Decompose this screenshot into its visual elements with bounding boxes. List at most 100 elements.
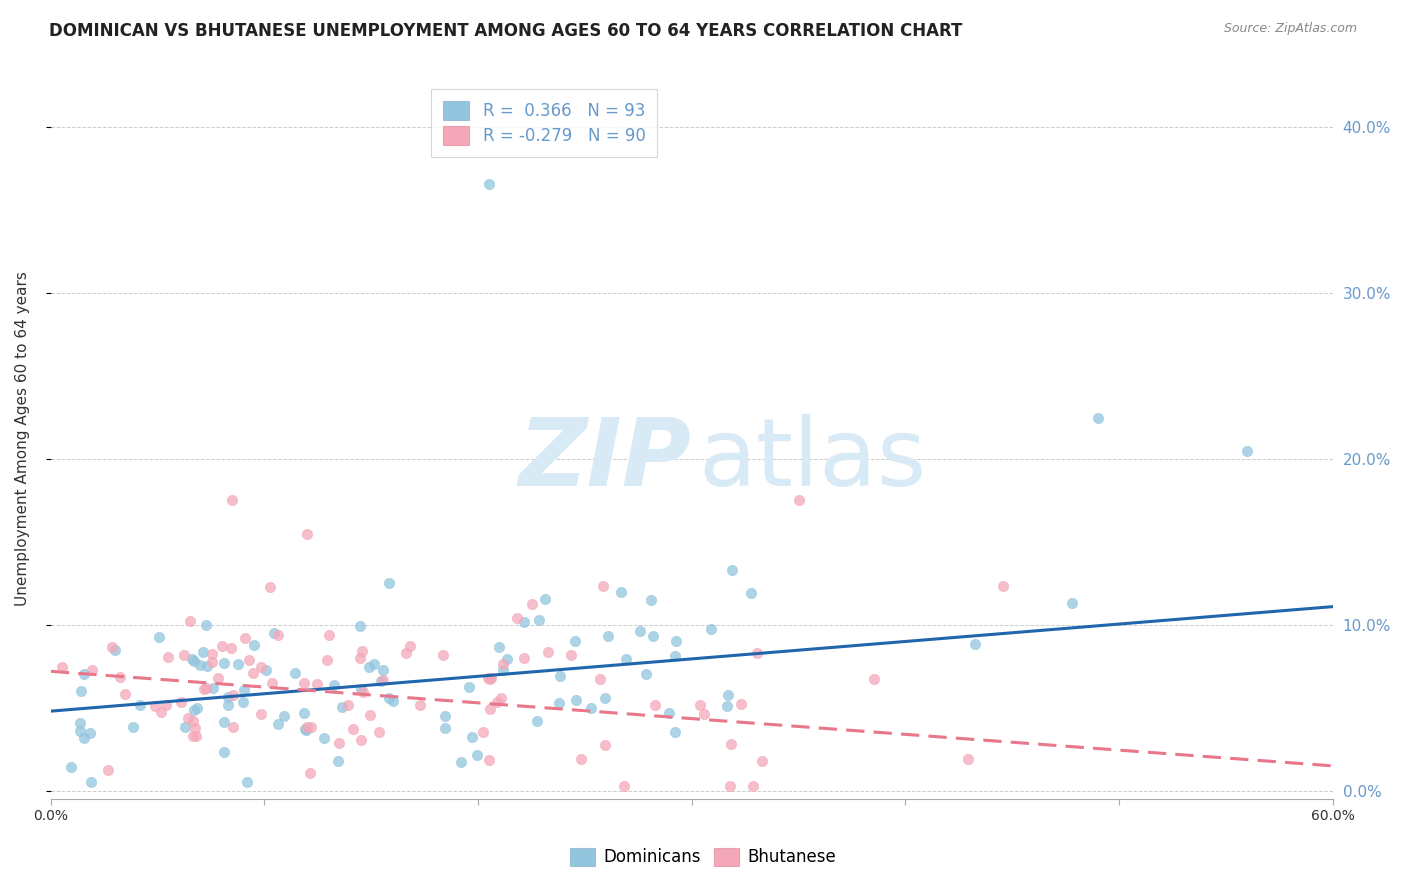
Point bbox=[179, 614, 201, 628]
Point bbox=[82, 664, 104, 678]
Point bbox=[284, 666, 307, 681]
Point bbox=[349, 651, 371, 665]
Point bbox=[492, 663, 515, 677]
Point bbox=[751, 754, 773, 768]
Point bbox=[363, 657, 385, 671]
Legend: R =  0.366   N = 93, R = -0.279   N = 90: R = 0.366 N = 93, R = -0.279 N = 90 bbox=[430, 89, 657, 157]
Point bbox=[485, 694, 508, 708]
Point bbox=[479, 671, 502, 685]
Point bbox=[614, 651, 637, 665]
Point bbox=[79, 726, 101, 740]
Point bbox=[233, 631, 256, 645]
Point bbox=[148, 630, 170, 644]
Point bbox=[183, 714, 205, 728]
Legend: Dominicans, Bhutanese: Dominicans, Bhutanese bbox=[564, 841, 842, 873]
Point bbox=[184, 721, 207, 735]
Point bbox=[596, 630, 619, 644]
Point bbox=[292, 706, 315, 720]
Point bbox=[740, 586, 762, 600]
Point bbox=[352, 685, 374, 699]
Point bbox=[534, 591, 557, 606]
Point bbox=[249, 707, 271, 722]
Point bbox=[217, 698, 239, 712]
Point bbox=[217, 690, 239, 704]
Point bbox=[294, 722, 316, 736]
Point bbox=[488, 640, 510, 654]
Point bbox=[664, 725, 686, 739]
Point bbox=[73, 731, 96, 746]
Point bbox=[342, 722, 364, 736]
Point bbox=[664, 648, 686, 663]
Point bbox=[101, 640, 124, 655]
Point bbox=[513, 651, 536, 665]
Text: Source: ZipAtlas.com: Source: ZipAtlas.com bbox=[1223, 22, 1357, 36]
Point bbox=[693, 706, 716, 721]
Point bbox=[242, 665, 264, 680]
Point bbox=[477, 672, 499, 686]
Point bbox=[593, 690, 616, 705]
Text: DOMINICAN VS BHUTANESE UNEMPLOYMENT AMONG AGES 60 TO 64 YEARS CORRELATION CHART: DOMINICAN VS BHUTANESE UNEMPLOYMENT AMON… bbox=[49, 22, 963, 40]
Point bbox=[173, 648, 195, 662]
Point bbox=[170, 695, 193, 709]
Y-axis label: Unemployment Among Ages 60 to 64 years: Unemployment Among Ages 60 to 64 years bbox=[15, 271, 30, 606]
Point bbox=[434, 721, 457, 735]
Point bbox=[243, 638, 266, 652]
Point bbox=[201, 655, 224, 669]
Point bbox=[122, 720, 145, 734]
Point bbox=[312, 731, 335, 746]
Point bbox=[307, 676, 329, 690]
Point bbox=[145, 699, 167, 714]
Point bbox=[295, 723, 318, 738]
Point bbox=[330, 700, 353, 714]
Point bbox=[382, 694, 405, 708]
Point bbox=[478, 702, 501, 716]
Point bbox=[263, 625, 285, 640]
Point bbox=[747, 646, 769, 660]
Point bbox=[150, 705, 173, 719]
Point bbox=[433, 709, 456, 723]
Point bbox=[526, 714, 548, 728]
Point bbox=[326, 754, 349, 768]
Point bbox=[297, 526, 319, 541]
Point bbox=[108, 669, 131, 683]
Point bbox=[1087, 410, 1109, 425]
Point bbox=[472, 724, 495, 739]
Point bbox=[201, 647, 224, 661]
Point bbox=[219, 640, 242, 655]
Point bbox=[965, 637, 987, 651]
Point bbox=[613, 779, 636, 793]
Point bbox=[114, 687, 136, 701]
Point bbox=[373, 663, 395, 677]
Point bbox=[97, 763, 120, 777]
Point bbox=[156, 650, 179, 665]
Point bbox=[211, 640, 233, 654]
Point bbox=[318, 627, 340, 641]
Point bbox=[564, 633, 586, 648]
Point bbox=[461, 731, 484, 745]
Point bbox=[181, 729, 204, 743]
Point bbox=[491, 657, 513, 672]
Point bbox=[863, 672, 886, 686]
Point bbox=[478, 673, 501, 687]
Point bbox=[579, 701, 602, 715]
Point bbox=[73, 667, 96, 681]
Point bbox=[69, 684, 91, 698]
Point bbox=[155, 698, 177, 712]
Point bbox=[60, 760, 83, 774]
Point bbox=[359, 707, 381, 722]
Point bbox=[183, 654, 205, 668]
Point bbox=[207, 671, 229, 685]
Point bbox=[565, 693, 588, 707]
Point bbox=[221, 493, 243, 508]
Point bbox=[371, 673, 394, 687]
Point bbox=[395, 646, 418, 660]
Point bbox=[104, 642, 127, 657]
Point bbox=[593, 738, 616, 752]
Point bbox=[956, 752, 979, 766]
Point bbox=[991, 579, 1014, 593]
Point bbox=[716, 699, 738, 714]
Point bbox=[489, 691, 512, 706]
Point bbox=[250, 660, 273, 674]
Point bbox=[273, 709, 295, 723]
Point bbox=[588, 672, 610, 686]
